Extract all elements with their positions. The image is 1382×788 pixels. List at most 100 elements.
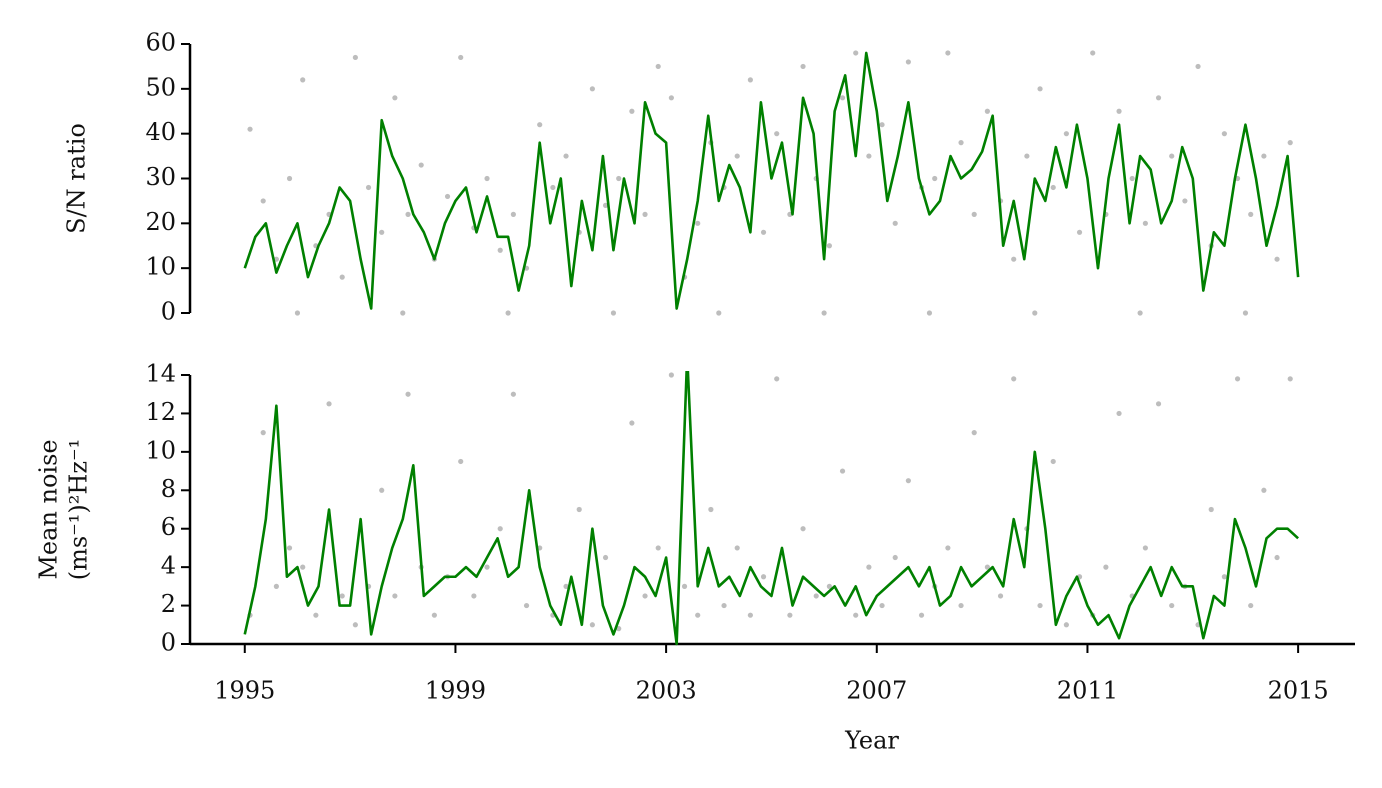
data-point [1287, 376, 1293, 382]
data-point [695, 612, 701, 618]
data-point [681, 583, 688, 589]
data-point [1155, 401, 1162, 407]
data-point [708, 506, 714, 513]
data-point [853, 50, 859, 56]
data-point [431, 612, 437, 618]
data-point [945, 50, 951, 56]
data-point [405, 391, 411, 397]
data-point [1050, 184, 1056, 191]
x-tick-label: 2003 [636, 677, 697, 705]
x-axis-label: Year [844, 727, 899, 755]
data-point [866, 153, 872, 159]
y-axis-label: (ms⁻¹)²Hz⁻¹ [65, 439, 93, 581]
data-point [1090, 50, 1096, 56]
data-point [484, 175, 490, 182]
data-point [300, 77, 306, 83]
data-point [892, 554, 898, 561]
data-point [695, 220, 701, 226]
data-point [1063, 131, 1069, 137]
data-point [642, 593, 648, 599]
data-point [821, 310, 827, 316]
data-point [984, 108, 990, 114]
data-point [497, 526, 503, 532]
data-point [379, 487, 385, 493]
x-tick-label: 2011 [1057, 677, 1118, 705]
data-point [260, 430, 266, 436]
data-point [787, 612, 793, 618]
data-point [760, 229, 767, 235]
data-point [839, 468, 846, 474]
data-point [926, 310, 933, 316]
data-point [1234, 376, 1241, 382]
data-point [563, 153, 569, 159]
data-point [1129, 175, 1135, 182]
y-tick-label: 40 [145, 118, 176, 146]
y-tick-label: 0 [161, 629, 176, 657]
data-point [550, 184, 556, 191]
data-point [958, 140, 964, 146]
line [243, 371, 1299, 646]
data-point [458, 54, 464, 61]
data-point [826, 583, 832, 589]
data-point [1261, 487, 1267, 493]
data-point [294, 310, 301, 316]
data-point [984, 564, 990, 570]
data-point [1037, 86, 1043, 92]
data-point [589, 622, 595, 628]
data-point [997, 593, 1004, 599]
x-tick-label: 2007 [846, 677, 907, 705]
data-point [300, 564, 306, 570]
data-point [958, 602, 964, 609]
data-point [1011, 256, 1017, 262]
data-point [1063, 622, 1069, 628]
data-point [576, 506, 582, 513]
y-tick-label: 0 [161, 298, 176, 326]
data-point [668, 95, 674, 101]
data-point [505, 310, 511, 316]
data-point [905, 59, 911, 65]
data-point [458, 458, 464, 465]
data-point [365, 184, 372, 191]
plot-area [243, 371, 1299, 646]
data-point [1274, 554, 1280, 561]
x-tick-label: 1999 [425, 677, 486, 705]
data-point [1024, 153, 1030, 159]
y-tick-label: 6 [161, 513, 176, 541]
data-point [616, 175, 622, 182]
data-point [813, 593, 819, 599]
y-tick-label: 12 [145, 398, 176, 426]
data-point [629, 420, 635, 426]
data-point [905, 478, 911, 484]
data-point [945, 545, 951, 551]
data-point [339, 274, 345, 280]
data-point [642, 211, 648, 217]
data-point [326, 401, 332, 407]
y-tick-label: 8 [161, 475, 176, 503]
data-point [839, 95, 846, 101]
data-point [260, 198, 266, 204]
data-point [563, 583, 569, 589]
data-point [734, 545, 740, 551]
data-point [497, 247, 503, 253]
y-axis-label: S/N ratio [63, 123, 91, 234]
data-point [1182, 198, 1188, 204]
data-point [286, 545, 293, 551]
data-point [1274, 256, 1280, 262]
data-point [1011, 376, 1017, 382]
data-point [774, 376, 780, 382]
data-point [1155, 95, 1162, 101]
y-tick-label: 10 [145, 253, 176, 281]
data-point [668, 372, 674, 378]
data-point [853, 612, 859, 618]
x-tick-label: 1995 [214, 677, 275, 705]
data-point [444, 193, 451, 200]
data-point [655, 63, 661, 70]
data-point [800, 63, 806, 70]
data-point [273, 583, 279, 589]
data-point [602, 554, 609, 561]
data-point [405, 211, 411, 217]
data-point [392, 593, 398, 599]
y-tick-label: 50 [145, 73, 176, 101]
data-point [247, 126, 253, 132]
